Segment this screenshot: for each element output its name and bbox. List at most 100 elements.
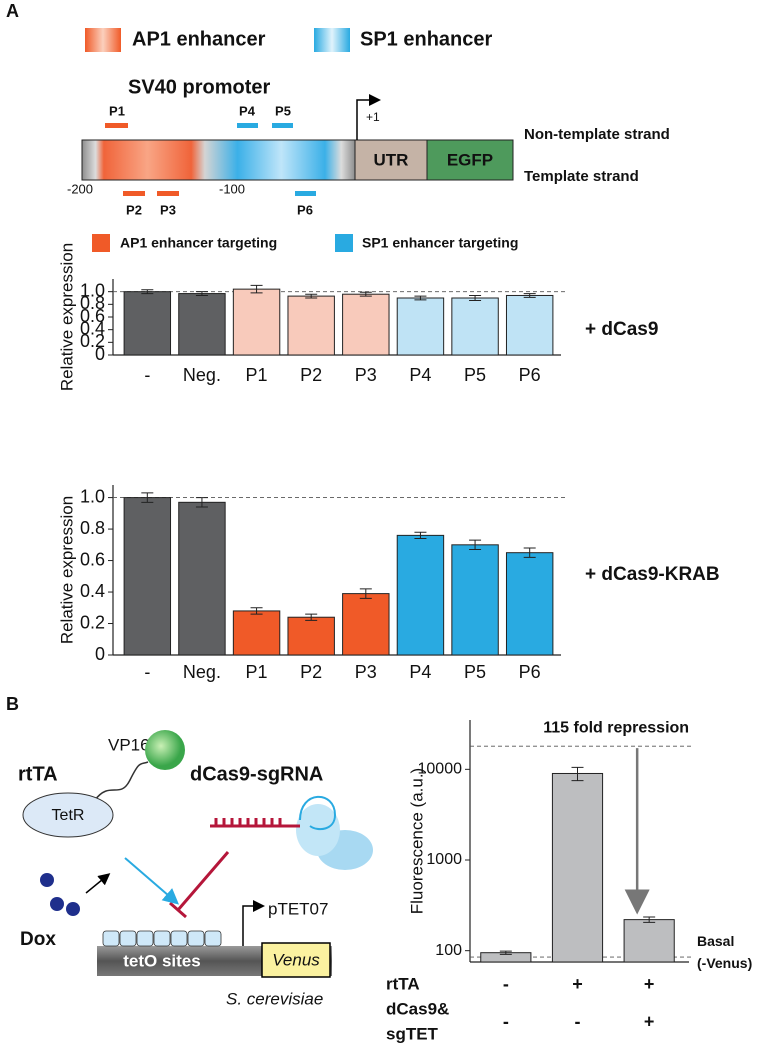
legend-label: SP1 enhancer targeting <box>362 235 518 251</box>
condition-label: dCas9& <box>386 999 449 1018</box>
y-tick-label: 1000 <box>426 851 462 868</box>
panel-label: A <box>6 1 19 21</box>
y-tick-label: 0.6 <box>80 306 105 326</box>
error-bar <box>195 291 208 296</box>
error-bar <box>643 916 656 923</box>
teto-sites <box>102 930 222 947</box>
error-bar <box>141 289 154 295</box>
promoter-arrow <box>242 900 265 946</box>
dox-arrow <box>85 873 111 894</box>
sgrna <box>299 795 337 831</box>
box-label: EGFP <box>447 150 493 169</box>
error-bar <box>250 284 263 294</box>
error-bar <box>469 539 482 551</box>
error-bar <box>250 607 263 615</box>
condition-value: + <box>644 974 655 994</box>
x-tick-label: P1 <box>246 365 268 385</box>
condition-label: sgTET <box>386 1024 439 1043</box>
bar <box>178 293 226 356</box>
teto-label: tetO sites <box>123 951 200 970</box>
guide <box>157 191 179 196</box>
annotation: + dCas9-KRAB <box>585 564 720 585</box>
error-bar <box>359 291 372 297</box>
legend-swatch <box>85 28 121 52</box>
x-tick-label: P3 <box>355 365 377 385</box>
error-bar <box>571 766 584 782</box>
guide-label: P3 <box>160 202 176 217</box>
baseline-label: (-Venus) <box>697 955 752 971</box>
x-tick-label: P2 <box>300 365 322 385</box>
x-tick-label: P4 <box>409 365 431 385</box>
position-label: -100 <box>219 181 245 196</box>
legend-swatch <box>335 234 353 252</box>
box-label: UTR <box>374 150 409 169</box>
annotation: + dCas9 <box>585 319 658 340</box>
tss-arrow <box>356 94 381 140</box>
legend-label: SP1 enhancer <box>360 28 493 50</box>
error-bar <box>305 613 318 621</box>
y-tick-label: 0 <box>95 644 105 664</box>
dox-molecule <box>66 902 80 916</box>
y-tick-label: 10000 <box>418 761 463 778</box>
bar <box>505 552 554 656</box>
error-bar <box>305 293 318 299</box>
condition-label: rtTA <box>386 974 420 993</box>
x-tick-label: - <box>144 662 150 682</box>
guide-label: P5 <box>275 103 291 118</box>
error-bar <box>359 588 372 599</box>
annotation: 115 fold repression <box>543 719 689 736</box>
x-tick-label: P1 <box>246 662 268 682</box>
y-tick-label: 1.0 <box>80 486 105 506</box>
y-axis-label: Relative expression <box>57 496 76 644</box>
y-tick-label: 0 <box>95 344 105 364</box>
organism-label: S. cerevisiae <box>226 989 323 1008</box>
y-tick-label: 0.6 <box>80 549 105 569</box>
y-tick-label: 0.4 <box>80 581 105 601</box>
baseline-label: Basal <box>697 933 734 949</box>
vp16-label: VP16 <box>108 735 150 754</box>
x-tick-label: P5 <box>464 365 486 385</box>
guide <box>237 123 258 128</box>
dox-molecule <box>50 897 64 911</box>
dox-label: Dox <box>20 929 56 950</box>
bar <box>232 610 281 656</box>
rtta-label: rtTA <box>18 763 58 785</box>
guide-label: P4 <box>239 103 256 118</box>
error-bar <box>414 531 427 540</box>
bar <box>342 593 390 656</box>
inhibition <box>169 851 230 919</box>
error-bar <box>523 293 536 298</box>
promoter <box>81 139 356 181</box>
guide-label: P1 <box>109 103 125 118</box>
error-bar <box>195 497 208 508</box>
guide <box>105 123 128 128</box>
y-tick-label: 0.2 <box>80 331 105 351</box>
bar <box>287 616 335 656</box>
y-tick-label: 0.4 <box>80 318 105 338</box>
condition-value: - <box>575 1011 581 1031</box>
bar <box>451 544 499 656</box>
bar <box>123 291 172 356</box>
legend-swatch <box>92 234 110 252</box>
guide-label: P2 <box>126 202 142 217</box>
guide-label: P6 <box>297 202 313 217</box>
strand-label: Template strand <box>524 168 639 185</box>
x-tick-label: Neg. <box>183 365 221 385</box>
error-bar <box>469 294 482 302</box>
x-tick-label: P5 <box>464 662 486 682</box>
y-tick-label: 0.8 <box>80 293 105 313</box>
tss-label: +1 <box>366 110 380 124</box>
position-label: -200 <box>67 181 93 196</box>
utr-box <box>354 139 428 181</box>
condition-value: + <box>644 1011 655 1031</box>
panel-label: B <box>6 694 19 714</box>
x-tick-label: P6 <box>519 662 541 682</box>
x-tick-label: Neg. <box>183 662 221 682</box>
x-tick-label: P3 <box>355 662 377 682</box>
egfp-box <box>426 139 514 181</box>
y-axis-label: Relative expression <box>57 243 76 391</box>
bar <box>551 772 604 963</box>
x-tick-label: P4 <box>409 662 431 682</box>
venus-box <box>261 942 331 978</box>
